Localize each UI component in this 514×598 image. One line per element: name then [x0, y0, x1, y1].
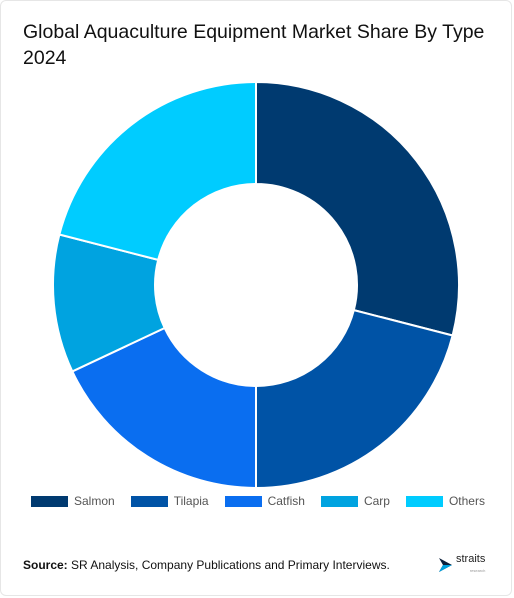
donut-slices [52, 80, 460, 490]
legend-swatch [31, 495, 68, 507]
chart-title: Global Aquaculture Equipment Market Shar… [23, 21, 485, 69]
source-label: Source: [23, 558, 68, 572]
straits-logo-icon [439, 558, 452, 572]
slice-salmon[interactable] [255, 80, 460, 337]
brand-name: straits research [456, 554, 485, 576]
legend-label: Salmon [74, 494, 115, 508]
brand-logo: straits research [438, 554, 485, 576]
slice-catfish[interactable] [70, 326, 257, 490]
donut-chart [52, 80, 460, 490]
legend-item-others[interactable]: Others [405, 494, 485, 508]
legend-item-tilapia[interactable]: Tilapia [130, 494, 209, 508]
brand-sub-text: research [469, 568, 486, 573]
legend-item-salmon[interactable]: Salmon [31, 494, 115, 508]
legend-swatch [224, 495, 262, 507]
legend-label: Tilapia [173, 494, 209, 508]
source-text: SR Analysis, Company Publications and Pr… [67, 558, 390, 572]
slice-others[interactable] [58, 80, 257, 262]
legend-swatch [130, 495, 168, 507]
legend-label: Catfish [267, 494, 305, 508]
legend-swatch [320, 495, 358, 507]
source-note: Source: SR Analysis, Company Publication… [23, 558, 390, 572]
legend-label: Others [448, 494, 485, 508]
legend-swatch [405, 495, 443, 507]
legend-item-carp[interactable]: Carp [320, 494, 390, 508]
brand-name-text: straits [456, 553, 486, 565]
legend-label: Carp [363, 494, 390, 508]
chart-legend: Salmon Tilapia Catfish Carp Others [21, 494, 495, 508]
legend-item-catfish[interactable]: Catfish [224, 494, 305, 508]
slice-tilapia[interactable] [255, 308, 454, 490]
